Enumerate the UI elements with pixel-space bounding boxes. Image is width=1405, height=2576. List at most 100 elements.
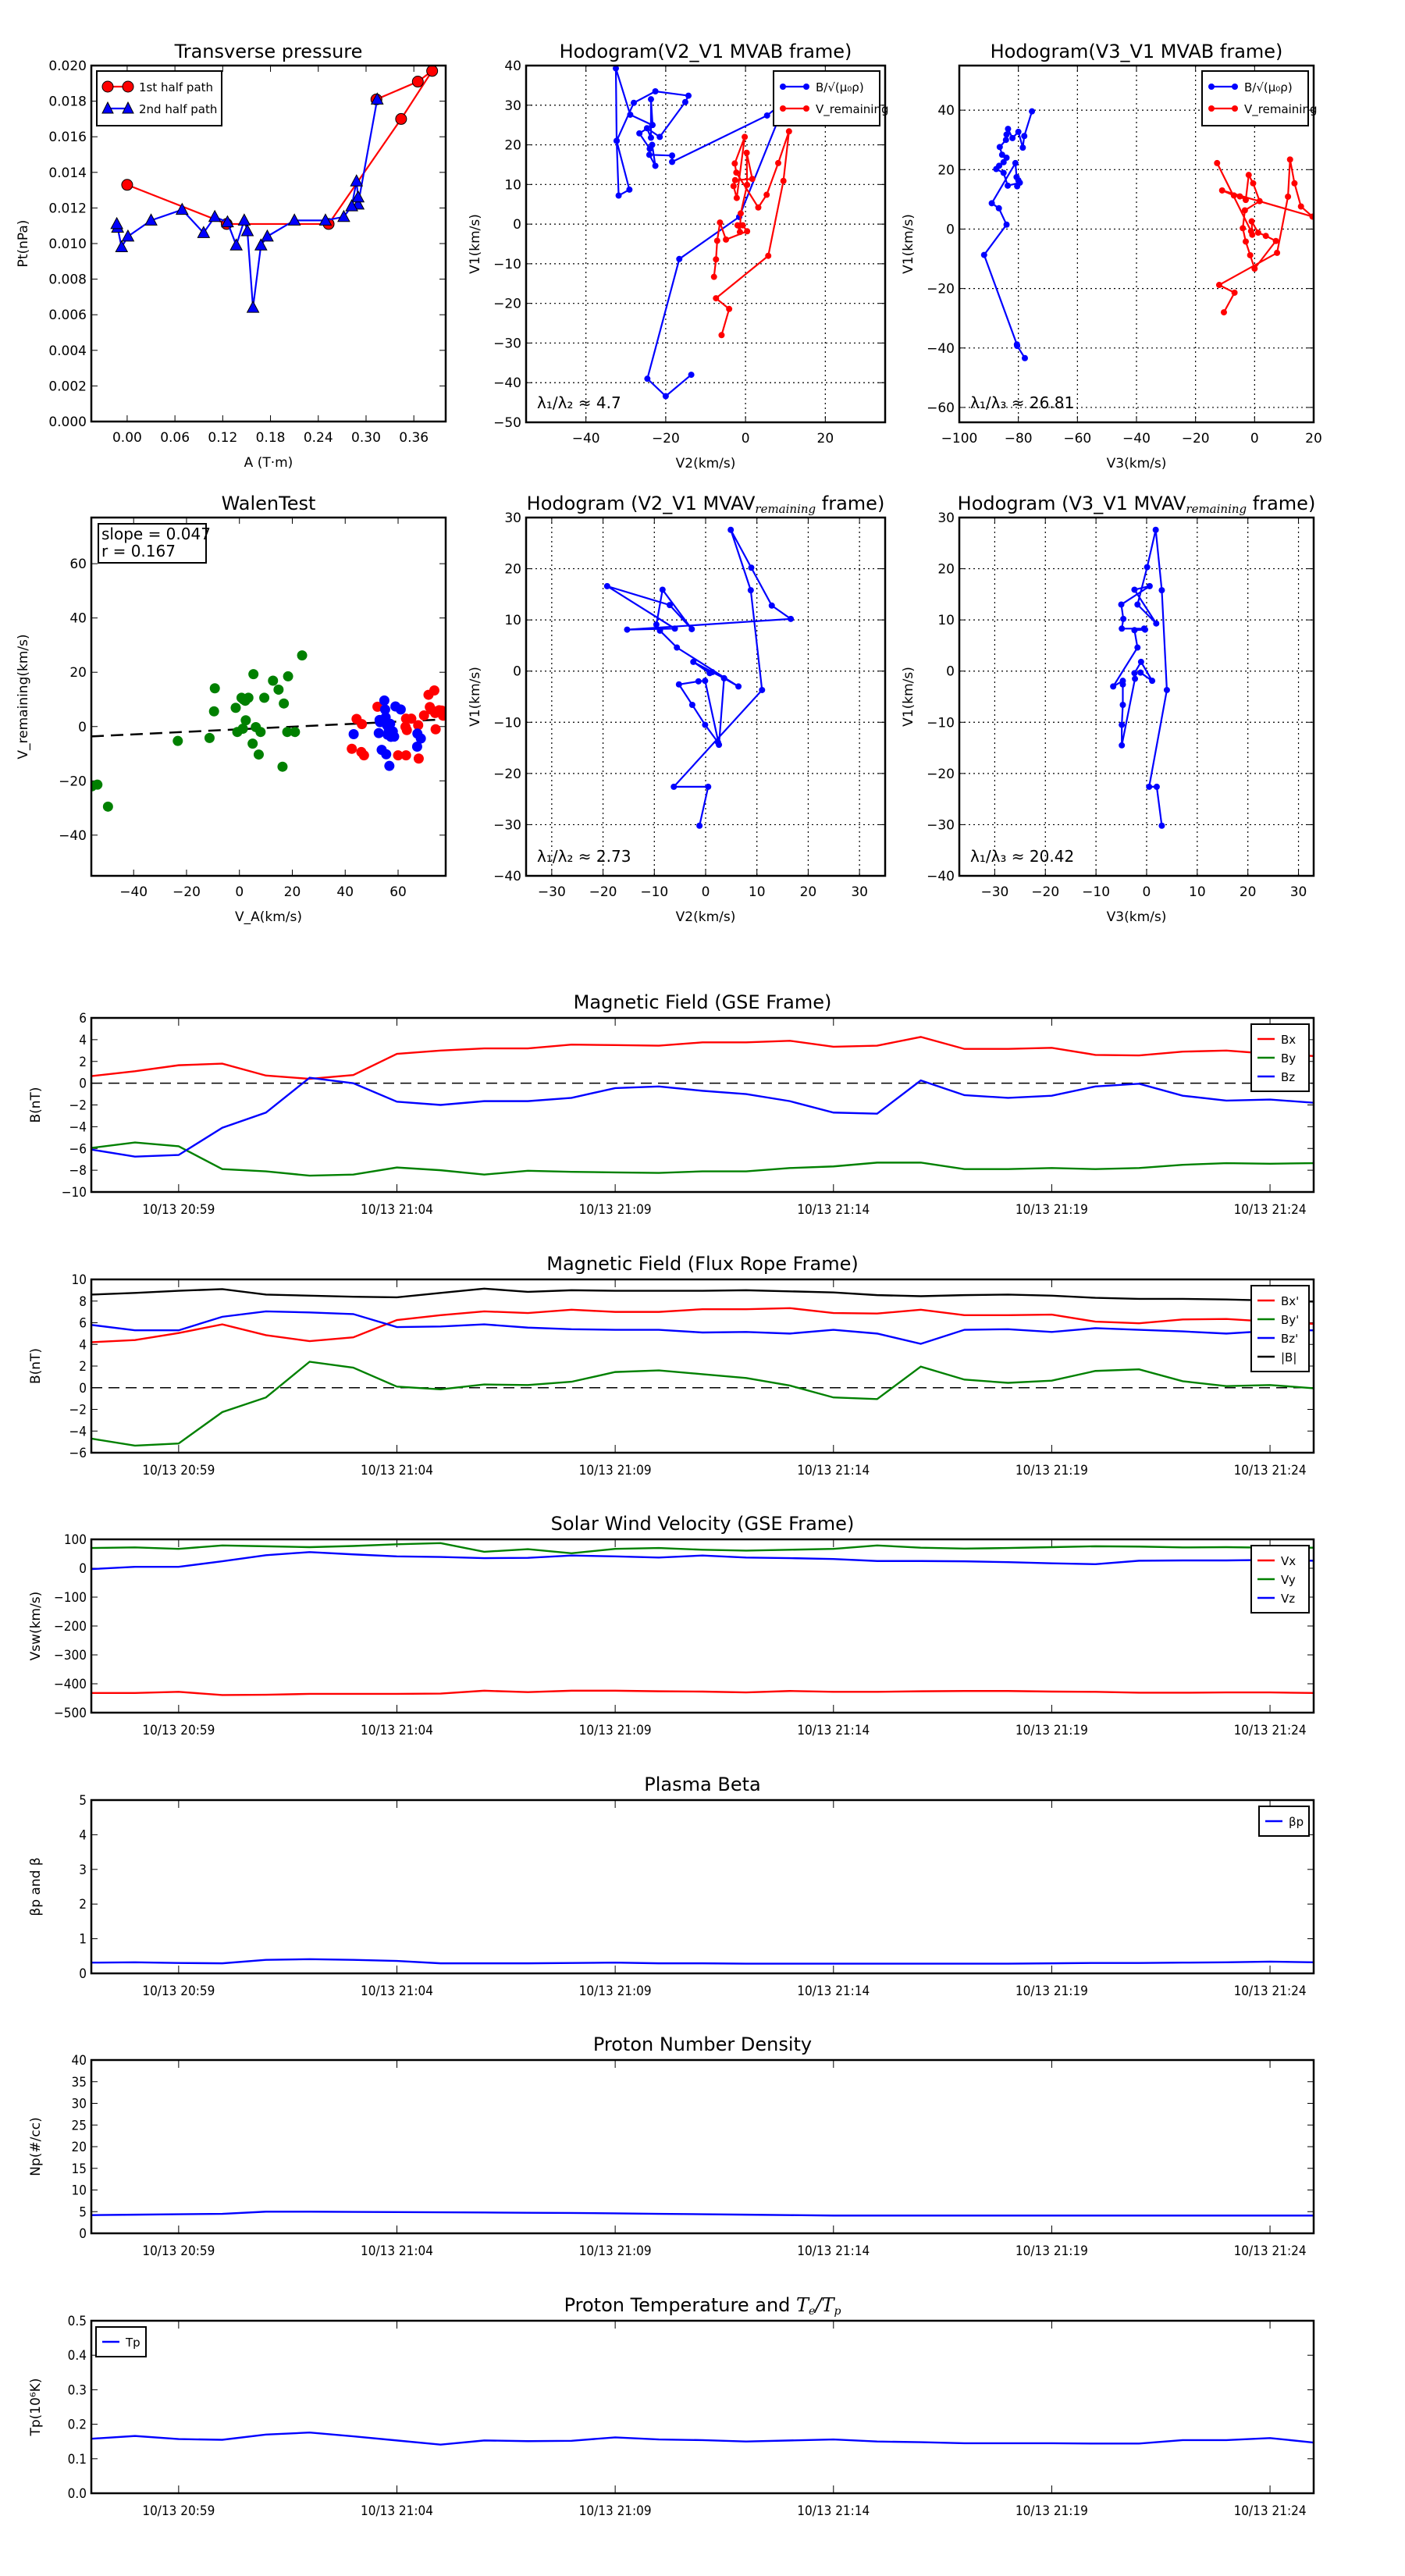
legend-marker xyxy=(780,84,786,90)
data-point xyxy=(1134,644,1141,651)
x-tick-label: 60 xyxy=(389,884,407,900)
data-point xyxy=(1262,233,1269,240)
y-tick-label: 40 xyxy=(937,103,955,119)
data-point xyxy=(713,295,720,302)
data-point xyxy=(175,202,189,215)
plot-area xyxy=(1110,526,1170,829)
walen-test-frame xyxy=(90,516,447,877)
data-point xyxy=(1285,193,1292,200)
x-tick-label: 10/13 21:24 xyxy=(1234,2503,1307,2519)
transverse-pressure-frame xyxy=(90,64,447,423)
data-point xyxy=(1132,675,1139,682)
legend-label: Bx' xyxy=(1281,1294,1299,1308)
legend-label: 1st half path xyxy=(139,80,213,94)
chart-title: Hodogram(V3_V1 MVAB frame) xyxy=(991,41,1283,62)
legend-label: Tp xyxy=(125,2336,140,2350)
series-line-0 xyxy=(983,111,1033,359)
x-tick-label: 10/13 21:09 xyxy=(579,1463,652,1478)
title-end: frame) xyxy=(1247,493,1315,514)
x-tick-label: −60 xyxy=(1063,431,1091,447)
data-point xyxy=(720,674,727,681)
y-tick-label: 0.014 xyxy=(48,165,87,181)
plot-area xyxy=(980,108,1314,361)
x-axis-label: V_A(km/s) xyxy=(235,909,302,925)
series-line-Bz xyxy=(91,1310,1314,1345)
legend-label: Vx xyxy=(1281,1554,1296,1568)
x-tick-label: −20 xyxy=(652,431,680,447)
x-tick-label: 10/13 21:19 xyxy=(1016,2243,1088,2259)
data-point xyxy=(237,724,248,735)
data-point xyxy=(1214,159,1221,166)
title-main: Hodogram (V3_V1 MVAV xyxy=(958,493,1186,514)
data-point xyxy=(1029,108,1036,115)
data-point xyxy=(350,174,364,187)
data-point xyxy=(208,209,222,222)
y-tick-label: −40 xyxy=(493,869,521,884)
series-line-Bx xyxy=(91,1036,1314,1080)
data-point xyxy=(383,725,394,736)
y-tick-label: 40 xyxy=(72,2053,87,2069)
x-tick-label: 10/13 21:19 xyxy=(1016,1463,1088,1478)
data-point xyxy=(1120,615,1127,622)
x-tick-label: −20 xyxy=(1031,884,1059,900)
data-point xyxy=(415,733,426,744)
data-point xyxy=(411,76,424,88)
data-point xyxy=(373,728,384,738)
y-tick-label: 0.002 xyxy=(48,379,87,394)
data-point xyxy=(702,678,709,685)
y-tick-label: 4 xyxy=(79,1033,87,1048)
y-tick-label: 0 xyxy=(78,720,87,735)
x-tick-label: 10/13 21:19 xyxy=(1016,1984,1088,1999)
data-point xyxy=(727,526,735,533)
series-line-By xyxy=(91,1361,1314,1447)
y-tick-label: 0 xyxy=(79,1381,87,1397)
legend-marker xyxy=(101,80,114,93)
data-point xyxy=(173,735,183,746)
x-tick-label: 10/13 21:19 xyxy=(1016,1202,1088,1218)
x-tick-label: 10/13 21:09 xyxy=(579,1723,652,1738)
stats-line: slope = 0.047 xyxy=(101,525,211,543)
data-point xyxy=(685,92,692,99)
data-point xyxy=(652,88,659,95)
x-tick-label: 10/13 21:14 xyxy=(797,1984,870,1999)
data-point xyxy=(379,695,389,706)
data-point xyxy=(413,720,424,731)
y-axis-label: Vsw(km/s) xyxy=(28,1592,44,1661)
data-point xyxy=(656,133,663,141)
y-axis-label: V1(km/s) xyxy=(901,667,916,727)
x-tick-label: 0.36 xyxy=(399,430,429,446)
data-point xyxy=(744,228,751,235)
plot-area xyxy=(603,526,795,829)
data-point xyxy=(737,210,744,217)
data-point xyxy=(1012,159,1019,166)
chart-plasma-beta: 10/13 20:59 10/13 21:04 10/13 21:09 10/13 2… xyxy=(28,1774,1315,1999)
y-tick-label: 10 xyxy=(504,613,521,628)
data-point xyxy=(1118,601,1125,608)
data-point xyxy=(710,273,717,280)
magnetic-field-gse-background xyxy=(91,1018,1314,1192)
data-point xyxy=(718,332,725,339)
series-line-Bx xyxy=(91,1307,1314,1343)
y-tick-label: 2 xyxy=(79,1897,87,1912)
data-point xyxy=(381,749,392,760)
data-point xyxy=(626,186,633,193)
data-point xyxy=(1250,180,1257,187)
x-axis-label: V2(km/s) xyxy=(676,456,736,471)
y-tick-label: 5 xyxy=(79,2204,87,2220)
y-tick-label: −10 xyxy=(493,715,521,731)
y-tick-label: −400 xyxy=(54,1677,87,1692)
y-tick-label: −2 xyxy=(69,1098,87,1114)
x-tick-label: 0.18 xyxy=(256,430,286,446)
data-point xyxy=(624,626,631,633)
data-point xyxy=(1230,192,1237,199)
proton-temperature-frame xyxy=(90,2319,1315,2495)
y-tick-label: 0.010 xyxy=(48,237,87,252)
data-point xyxy=(780,177,787,184)
y-tick-label: 0 xyxy=(79,1966,87,1982)
y-tick-label: −6 xyxy=(69,1446,87,1461)
x-tick-label: 10/13 20:59 xyxy=(142,1463,215,1478)
y-tick-label: 10 xyxy=(937,613,955,628)
y-tick-label: −200 xyxy=(54,1619,87,1635)
y-tick-label: 30 xyxy=(504,98,521,114)
data-point xyxy=(647,134,654,141)
